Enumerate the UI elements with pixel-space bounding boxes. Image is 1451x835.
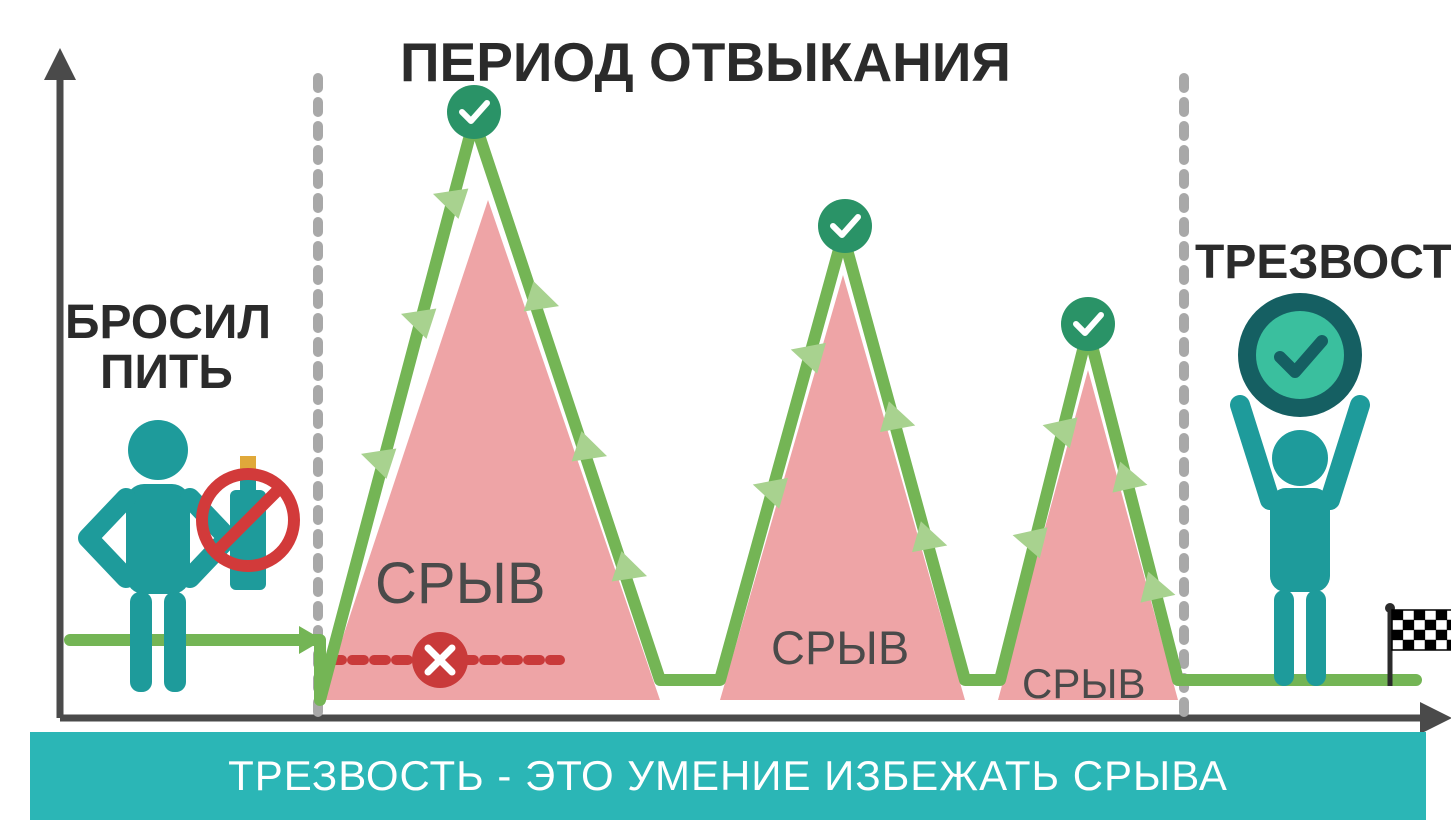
relapse-label: СРЫВ	[1022, 660, 1146, 708]
relapse-label: СРЫВ	[771, 620, 909, 675]
period-title: ПЕРИОД ОТВЫКАНИЯ	[400, 30, 1011, 94]
label-quit-line2: ПИТЬ	[100, 345, 233, 400]
label-sobriety: ТРЕЗВОСТЬ	[1195, 235, 1451, 290]
footer-text: ТРЕЗВОСТЬ - ЭТО УМЕНИЕ ИЗБЕЖАТЬ СРЫВА	[228, 752, 1228, 800]
infographic-stage: ПЕРИОД ОТВЫКАНИЯ БРОСИЛ ПИТЬ ТРЕЗВОСТЬ С…	[0, 0, 1451, 835]
label-quit-line1: БРОСИЛ	[65, 295, 271, 350]
scene-svg	[0, 0, 1451, 835]
footer-bar: ТРЕЗВОСТЬ - ЭТО УМЕНИЕ ИЗБЕЖАТЬ СРЫВА	[30, 732, 1426, 820]
relapse-label: СРЫВ	[375, 550, 546, 617]
